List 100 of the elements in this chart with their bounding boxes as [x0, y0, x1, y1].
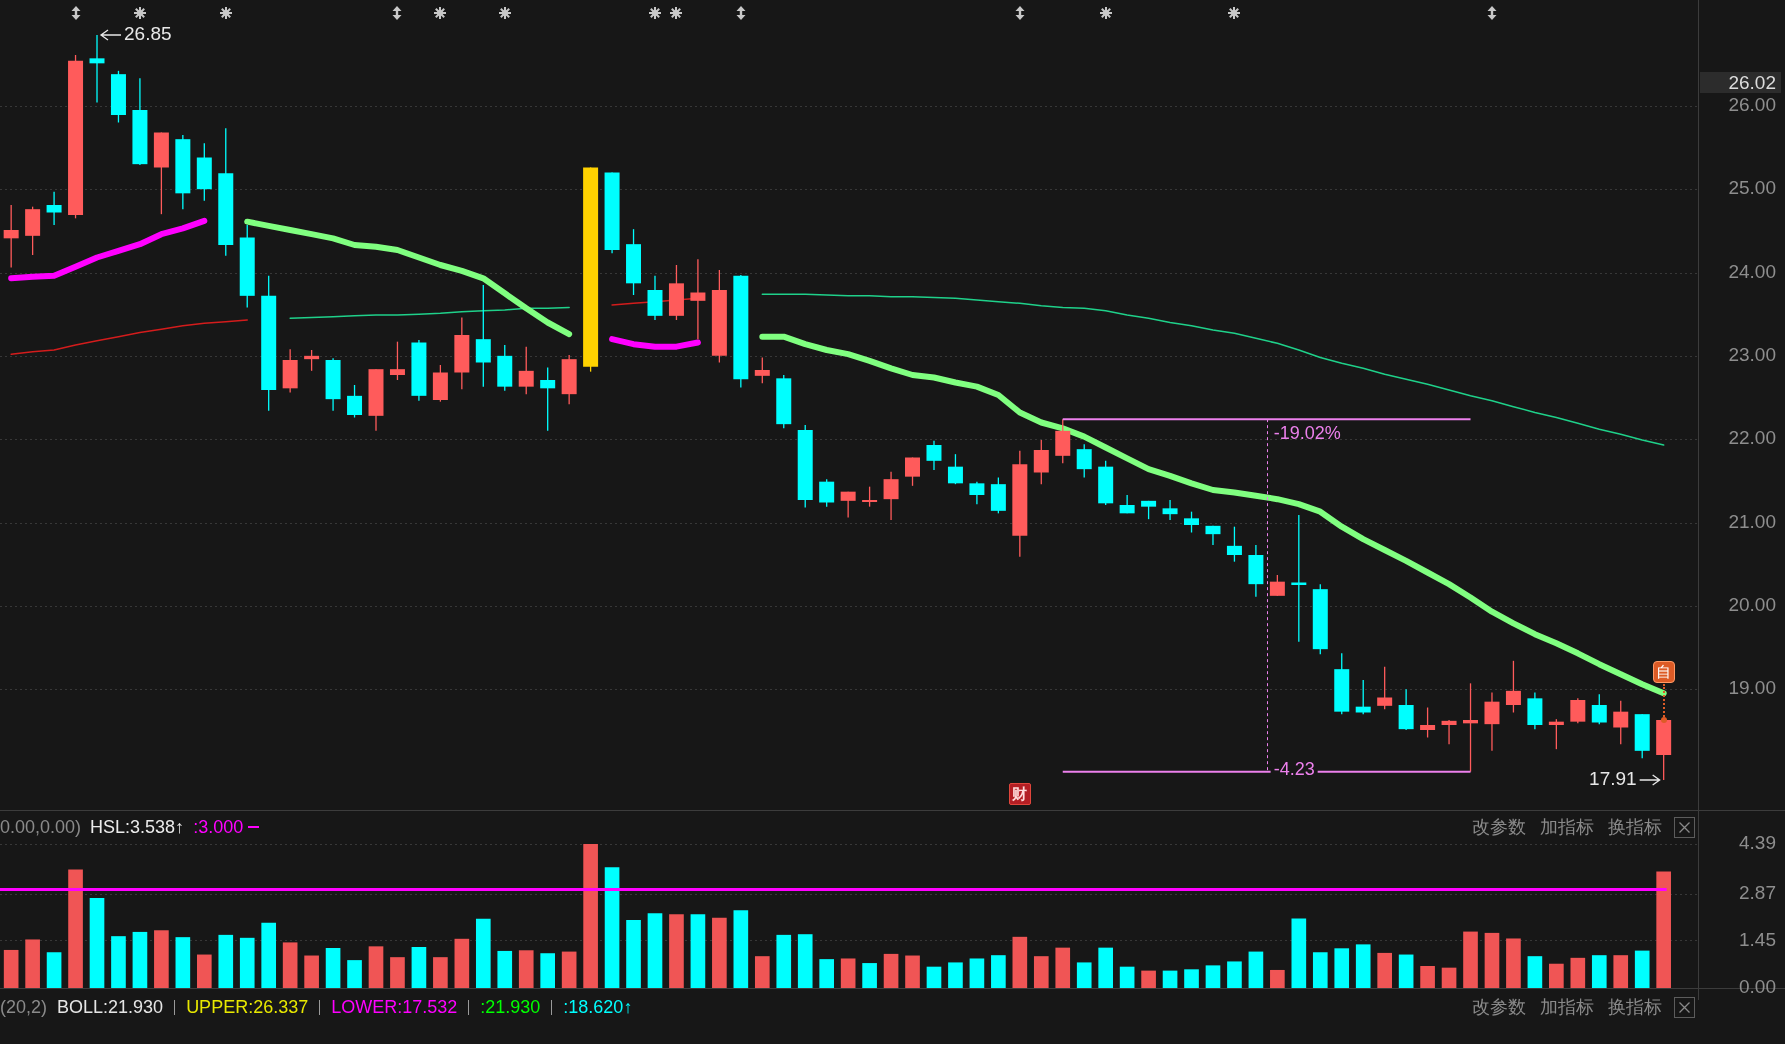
text: 加指标: [1540, 995, 1594, 1019]
candlestick: [3, 204, 19, 269]
candlestick: [1548, 718, 1564, 750]
bar: [132, 931, 148, 988]
candlestick: [862, 486, 878, 508]
bar: [1270, 969, 1285, 988]
annotation: 财: [1008, 783, 1031, 805]
candlestick: [1355, 679, 1371, 715]
text: 换指标: [1608, 815, 1662, 839]
bar: [604, 867, 620, 988]
bar: [475, 918, 491, 988]
bar: [390, 957, 405, 988]
bar: [1420, 966, 1435, 988]
y-tick-label: 25.00: [1728, 177, 1776, 199]
candlestick: [1076, 443, 1092, 479]
bar: [797, 934, 813, 988]
bar: [518, 950, 534, 988]
bar: [1012, 936, 1028, 988]
bar: [1570, 957, 1586, 988]
candlestick: [1505, 660, 1521, 714]
candlestick: [690, 258, 706, 340]
bar: [304, 955, 319, 988]
bar: [1355, 944, 1371, 988]
bar: [1312, 952, 1328, 988]
bar: [754, 956, 770, 988]
candlestick: [475, 284, 491, 388]
bar: [712, 917, 727, 988]
text: 0.00,0.00): [0, 816, 82, 838]
y-tick-label: 26.00: [1728, 94, 1776, 116]
bar: [196, 954, 212, 988]
bar: [1398, 954, 1414, 988]
bar: [368, 946, 384, 988]
bar: [111, 936, 126, 988]
annotation: 17.91: [1589, 768, 1637, 790]
bar: [905, 955, 920, 988]
bar: [1463, 931, 1478, 988]
candlestick: [389, 341, 405, 381]
bar: [1098, 947, 1113, 988]
candlestick: [819, 478, 835, 508]
bar: [840, 958, 856, 988]
candlestick: [840, 491, 856, 519]
y-tick-label: 19.00: [1728, 677, 1776, 699]
candlestick: [1570, 697, 1586, 724]
bar: [239, 937, 255, 988]
bar: [1527, 956, 1543, 988]
bar: [969, 958, 985, 988]
bar: [154, 930, 169, 988]
y-tick-label: 24.00: [1728, 260, 1776, 282]
y-tick-label: 1.45: [1739, 928, 1776, 950]
legend-label: :3.000: [193, 816, 244, 838]
candlestick: [754, 356, 770, 384]
annotation: -4.23: [1273, 758, 1315, 779]
text: :21.930: [480, 996, 541, 1018]
bar: [411, 947, 427, 988]
annotation: 26.85: [124, 23, 172, 45]
text: 改参数: [1472, 815, 1526, 839]
annotation: 自: [1652, 661, 1675, 683]
bar: [1184, 969, 1199, 988]
text: 改参数: [1472, 995, 1526, 1019]
bar: [175, 937, 191, 988]
bar: [89, 898, 105, 988]
bar: [497, 950, 513, 988]
candlestick: [540, 366, 556, 432]
text: 加指标: [1540, 815, 1594, 839]
candlestick: [883, 471, 899, 521]
candlestick: [1377, 666, 1393, 710]
bar: [325, 947, 341, 988]
candlestick: [1162, 499, 1178, 521]
bar: [583, 844, 598, 988]
y-tick-label: 21.00: [1728, 510, 1776, 532]
bar: [883, 953, 899, 988]
text: :18.620↑: [563, 996, 633, 1018]
y-tick-label: 4.39: [1739, 832, 1776, 854]
bar: [1634, 950, 1650, 988]
bar: [68, 869, 83, 988]
bar: [3, 949, 19, 988]
candlestick: [1441, 719, 1457, 745]
bar: [261, 922, 277, 988]
candlestick: [926, 440, 942, 471]
candlestick: [89, 34, 105, 104]
candlestick: [1269, 574, 1285, 597]
bar: [1227, 961, 1242, 988]
bar: [1377, 952, 1392, 988]
bar: [862, 963, 877, 988]
y-tick-label: 0.00: [1739, 976, 1776, 998]
text: (20,2): [0, 996, 48, 1018]
y-tick-label: 23.00: [1728, 344, 1776, 366]
candlestick: [1226, 526, 1242, 563]
candlestick: [1184, 511, 1200, 534]
bar: [1248, 951, 1264, 988]
candlestick: [1033, 439, 1049, 485]
bar: [1484, 932, 1500, 988]
candlestick: [1591, 693, 1607, 725]
bar: [690, 914, 706, 988]
candlestick: [347, 384, 363, 419]
y-tick-label: 2.87: [1739, 882, 1776, 904]
candlestick: [1420, 706, 1436, 739]
bar: [647, 913, 663, 988]
bar: [25, 939, 40, 988]
bar: [1613, 955, 1629, 988]
